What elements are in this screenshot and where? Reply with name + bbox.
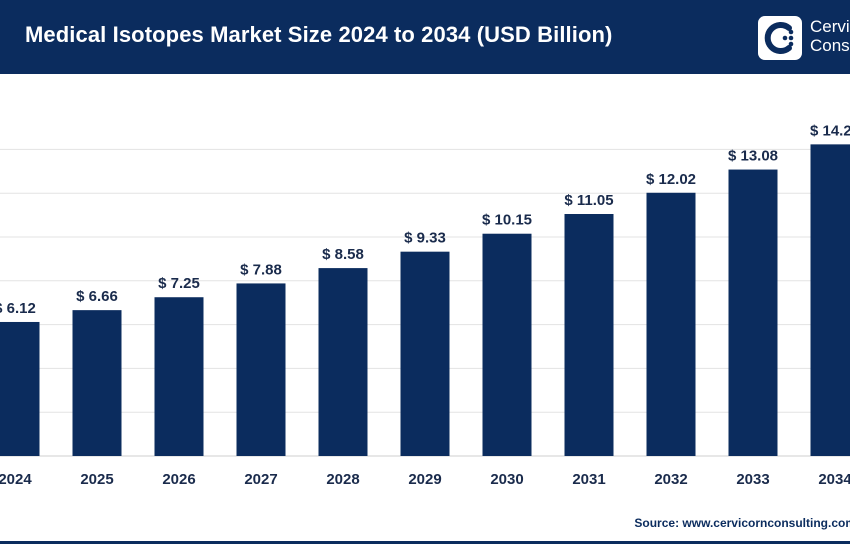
value-label-2026: $ 7.25 [158, 275, 200, 292]
bar-2033 [729, 170, 778, 456]
bar-2034 [811, 144, 850, 456]
logo-text-line1: Cervicorn [810, 17, 850, 36]
value-label-2024: $ 6.12 [0, 300, 36, 317]
value-label-2030: $ 10.15 [482, 212, 532, 229]
value-label-2034: $ 14.23 [810, 122, 850, 139]
x-tick-label-2032: 2032 [654, 471, 687, 488]
x-tick-label-2030: 2030 [490, 471, 523, 488]
chart-title: Medical Isotopes Market Size 2024 to 203… [25, 22, 612, 48]
footer-divider [0, 541, 850, 544]
bar-2030 [483, 234, 532, 456]
value-label-2029: $ 9.33 [404, 230, 446, 247]
x-tick-label-2033: 2033 [736, 471, 769, 488]
bar-2024 [0, 322, 40, 456]
chart-area: $ 6.12 2024 $ 6.66 2025 $ 7.25 2026 $ 7.88 2027… [0, 74, 850, 550]
logo-text-line2: Consulting [810, 36, 850, 55]
logo-text: Cervicorn Consulting [810, 17, 850, 55]
bar-2027 [237, 283, 286, 456]
value-label-2031: $ 11.05 [564, 192, 613, 209]
bar-2029 [401, 252, 450, 456]
source-note: Source: www.cervicornconsulting.com [634, 516, 850, 530]
bar-2031 [565, 214, 614, 456]
x-tick-label-2031: 2031 [572, 471, 605, 488]
x-tick-label-2034: 2034 [818, 471, 850, 488]
value-label-2032: $ 12.02 [646, 171, 696, 188]
x-tick-label-2029: 2029 [408, 471, 441, 488]
x-tick-label-2024: 2024 [0, 471, 32, 488]
bar-2032 [647, 193, 696, 456]
value-label-2027: $ 7.88 [240, 261, 282, 278]
value-label-2028: $ 8.58 [322, 246, 364, 263]
value-label-2025: $ 6.66 [76, 288, 118, 305]
x-tick-label-2027: 2027 [244, 471, 277, 488]
x-tick-label-2028: 2028 [326, 471, 359, 488]
bar-chart: $ 6.12 2024 $ 6.66 2025 $ 7.25 2026 $ 7.88 2027… [0, 74, 850, 550]
x-tick-label-2026: 2026 [162, 471, 195, 488]
bar-2026 [155, 297, 204, 456]
bar-2028 [319, 268, 368, 456]
x-tick-label-2025: 2025 [80, 471, 113, 488]
chart-header: Medical Isotopes Market Size 2024 to 203… [0, 0, 850, 74]
logo-icon [758, 16, 802, 60]
bar-2025 [73, 310, 122, 456]
value-label-2033: $ 13.08 [728, 148, 778, 165]
